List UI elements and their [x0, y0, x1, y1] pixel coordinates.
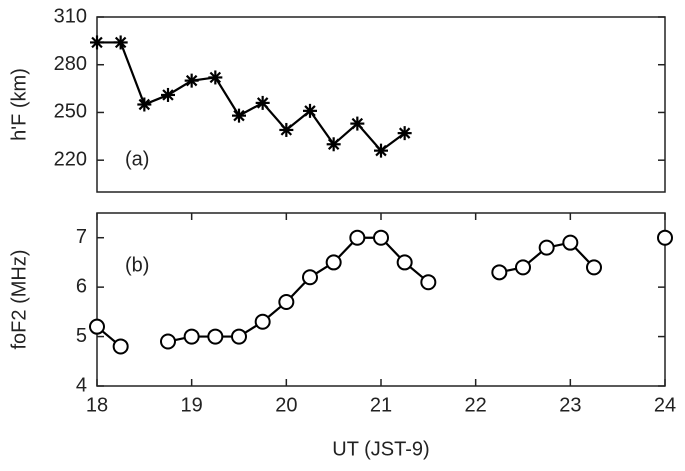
data-point — [207, 328, 224, 345]
x-tick-label: 19 — [181, 394, 203, 416]
y-tick-label: 4 — [76, 374, 87, 396]
star-stroke — [375, 144, 387, 157]
data-point — [325, 254, 342, 271]
data-point — [184, 73, 199, 88]
x-tick-label: 22 — [465, 394, 487, 416]
y-axis-label: h'F (km) — [8, 68, 30, 141]
data-point — [90, 35, 104, 50]
data-point — [326, 137, 341, 152]
x-axis-label: UT (JST-9) — [332, 438, 429, 460]
star-stroke — [233, 109, 245, 122]
data-point — [396, 254, 413, 271]
data-line — [97, 41, 406, 153]
data-point — [255, 95, 270, 110]
data-point — [231, 328, 247, 345]
data-point — [374, 143, 388, 158]
star-stroke — [304, 105, 316, 117]
data-point — [420, 274, 437, 291]
x-tick-label: 23 — [559, 394, 581, 416]
x-tick-label: 18 — [86, 394, 108, 416]
data-point — [657, 229, 673, 246]
star-stroke — [280, 124, 293, 136]
data-point — [349, 229, 366, 246]
y-tick-label: 250 — [54, 101, 87, 123]
y-tick-label: 6 — [76, 275, 87, 297]
data-point — [113, 35, 128, 50]
data-point — [137, 97, 152, 112]
data-point — [183, 328, 200, 345]
data-point — [160, 333, 176, 350]
annotation: (a) — [125, 148, 149, 170]
annotation: (b) — [125, 254, 149, 276]
plot-frame — [96, 16, 666, 193]
data-point — [112, 338, 129, 355]
data-point — [302, 269, 318, 286]
y-tick-label: 220 — [54, 148, 87, 170]
star-stroke — [185, 74, 198, 87]
star-stroke — [114, 36, 127, 49]
star-stroke — [91, 36, 103, 49]
data-point — [538, 239, 555, 256]
y-tick-label: 5 — [76, 325, 87, 347]
data-point — [89, 318, 105, 335]
data-point — [491, 264, 508, 281]
y-tick-label: 7 — [76, 226, 87, 248]
star-stroke — [398, 127, 411, 139]
star-stroke — [162, 89, 174, 101]
star-stroke — [209, 71, 222, 84]
data-point — [303, 103, 317, 118]
data-point — [161, 87, 175, 102]
data-point — [350, 116, 365, 131]
star-stroke — [327, 138, 340, 151]
data-point — [279, 122, 294, 137]
data-point — [562, 234, 579, 251]
data-line — [97, 238, 665, 347]
data-point — [254, 313, 271, 330]
data-point — [586, 259, 602, 276]
data-point — [232, 108, 246, 123]
star-stroke — [138, 98, 151, 111]
star-stroke — [256, 97, 269, 109]
data-point — [208, 70, 223, 85]
data-point — [373, 229, 389, 246]
y-axis-label: foF2 (MHz) — [8, 250, 30, 350]
y-tick-label: 280 — [54, 53, 87, 75]
x-tick-label: 24 — [654, 394, 676, 416]
data-point — [278, 293, 295, 310]
x-tick-label: 20 — [275, 394, 297, 416]
data-point — [515, 259, 531, 276]
star-stroke — [351, 117, 364, 130]
data-point — [397, 126, 412, 141]
y-tick-label: 310 — [54, 5, 87, 27]
x-tick-label: 21 — [370, 394, 392, 416]
